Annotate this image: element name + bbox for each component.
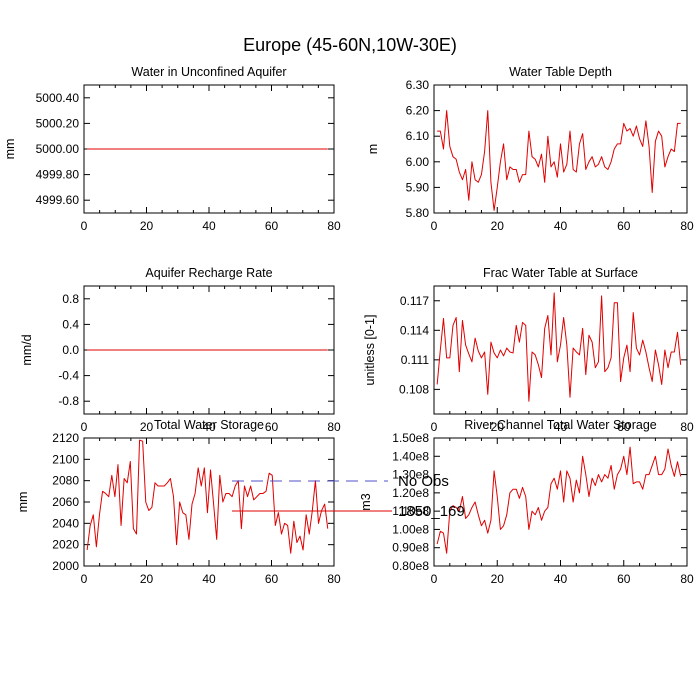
y-tick-label: 0.8	[62, 292, 79, 306]
y-tick-label: 0.114	[400, 323, 429, 337]
x-tick-label: 80	[680, 420, 694, 434]
x-tick-label: 60	[265, 420, 279, 434]
x-tick-label: 40	[554, 572, 568, 586]
y-tick-label: 1.40e8	[392, 449, 429, 463]
plot-frame	[433, 285, 688, 415]
panel-frac-water-table-at-surface: Frac Water Table at Surface unitless [0-1…	[363, 266, 694, 434]
panel-title: Total Water Storage	[154, 418, 264, 432]
plot-frame	[83, 437, 335, 567]
panel-title: Water in Unconfined Aquifer	[131, 65, 286, 79]
x-tick-label: 80	[327, 572, 341, 586]
x-tick-label: 80	[327, 420, 341, 434]
y-tick-label: -0.4	[58, 369, 79, 383]
x-tick-label: 40	[554, 219, 568, 233]
y-tick-label: 5000.20	[36, 116, 80, 130]
y-axis-label: mm	[16, 492, 30, 513]
x-tick-label: 80	[327, 219, 341, 233]
series-line-1850-169	[86, 439, 329, 554]
panel-water-in-unconfined-aquifer: Water in Unconfined Aquifer mm 0 20 40 60 80 49…	[3, 65, 341, 233]
y-axis-label: unitless [0-1]	[363, 315, 377, 386]
y-tick-label: 0.80e8	[392, 559, 429, 573]
plot-frame	[433, 437, 688, 567]
y-tick-label: 2060	[52, 495, 79, 509]
y-axis-label: mm/d	[20, 334, 34, 365]
x-tick-label: 0	[81, 420, 88, 434]
series-line-1850-169	[436, 446, 682, 554]
x-tick-label: 40	[554, 420, 568, 434]
panel-title: Aquifer Recharge Rate	[145, 266, 272, 280]
y-tick-label: 6.10	[406, 129, 430, 143]
y-tick-label: 1.50e8	[392, 431, 429, 445]
x-tick-label: 0	[431, 572, 438, 586]
y-tick-label: 5.90	[406, 180, 430, 194]
x-tick-label: 20	[140, 572, 154, 586]
y-axis-label: m	[366, 144, 380, 154]
y-tick-label: 6.00	[406, 155, 430, 169]
x-tick-label: 80	[680, 572, 694, 586]
x-tick-label: 20	[491, 572, 505, 586]
y-tick-label: 2120	[52, 431, 79, 445]
x-tick-label: 80	[680, 219, 694, 233]
x-tick-label: 0	[81, 572, 88, 586]
panel-aquifer-recharge-rate: Aquifer Recharge Rate mm/d 0 20 40 60 80 -0.8 -0…	[20, 266, 341, 434]
panel-title: River Channel Total Water Storage	[464, 418, 657, 432]
y-tick-label: 0.0	[62, 343, 79, 357]
y-tick-label: 1.10e8	[392, 504, 429, 518]
y-tick-label: -0.8	[58, 394, 79, 408]
y-tick-label: 4999.80	[36, 168, 80, 182]
y-axis-label: m3	[359, 493, 373, 510]
x-tick-label: 40	[202, 420, 216, 434]
x-tick-label: 60	[617, 420, 631, 434]
panel-title: Frac Water Table at Surface	[483, 266, 638, 280]
y-tick-label: 6.20	[406, 104, 430, 118]
y-tick-label: 2000	[52, 559, 79, 573]
main-title: Europe (45-60N,10W-30E)	[243, 35, 457, 55]
x-tick-label: 40	[202, 572, 216, 586]
x-tick-label: 20	[140, 219, 154, 233]
x-tick-label: 60	[617, 219, 631, 233]
y-tick-label: 0.117	[400, 294, 429, 308]
y-tick-label: 2020	[52, 538, 79, 552]
series-line-1850-169	[437, 110, 681, 211]
y-tick-label: 0.90e8	[392, 541, 429, 555]
y-tick-label: 1.30e8	[392, 468, 429, 482]
panel-water-table-depth: Water Table Depth m 0 20 40 60 80 5.80 5.90 6.00 6…	[366, 65, 694, 233]
legend-label-1850-169: 1850_169	[398, 503, 465, 520]
y-tick-label: 2080	[52, 474, 79, 488]
panel-title: Water Table Depth	[509, 65, 612, 79]
y-axis-label: mm	[3, 139, 17, 160]
panel-river-channel-total-water-storage: River Channel Total Water Storage m3 0 20 40…	[359, 418, 694, 586]
x-tick-label: 20	[491, 219, 505, 233]
y-tick-label: 5000.40	[36, 91, 80, 105]
x-tick-label: 0	[431, 219, 438, 233]
y-tick-label: 1.00e8	[392, 522, 429, 536]
y-tick-label: 4999.60	[36, 193, 80, 207]
y-tick-label: 5000.00	[36, 142, 80, 156]
y-tick-label: 5.80	[406, 206, 430, 220]
x-tick-label: 60	[265, 572, 279, 586]
y-tick-label: 2040	[52, 516, 79, 530]
y-tick-label: 6.30	[406, 78, 430, 92]
x-tick-label: 20	[140, 420, 154, 434]
x-tick-label: 60	[265, 219, 279, 233]
y-tick-label: 0.108	[399, 382, 429, 396]
x-tick-label: 20	[491, 420, 505, 434]
legend-label-no-obs: No Obs	[398, 473, 449, 490]
y-tick-label: 2100	[52, 452, 79, 466]
y-tick-label: 0.4	[62, 317, 79, 331]
legend: No Obs 1850_169	[232, 473, 465, 520]
series-line-1850-169	[436, 292, 682, 402]
y-tick-label: 1.20e8	[392, 486, 429, 500]
x-tick-label: 0	[431, 420, 438, 434]
x-tick-label: 0	[81, 219, 88, 233]
x-tick-label: 60	[617, 572, 631, 586]
x-tick-label: 40	[202, 219, 216, 233]
y-tick-label: 0.111	[401, 353, 430, 367]
